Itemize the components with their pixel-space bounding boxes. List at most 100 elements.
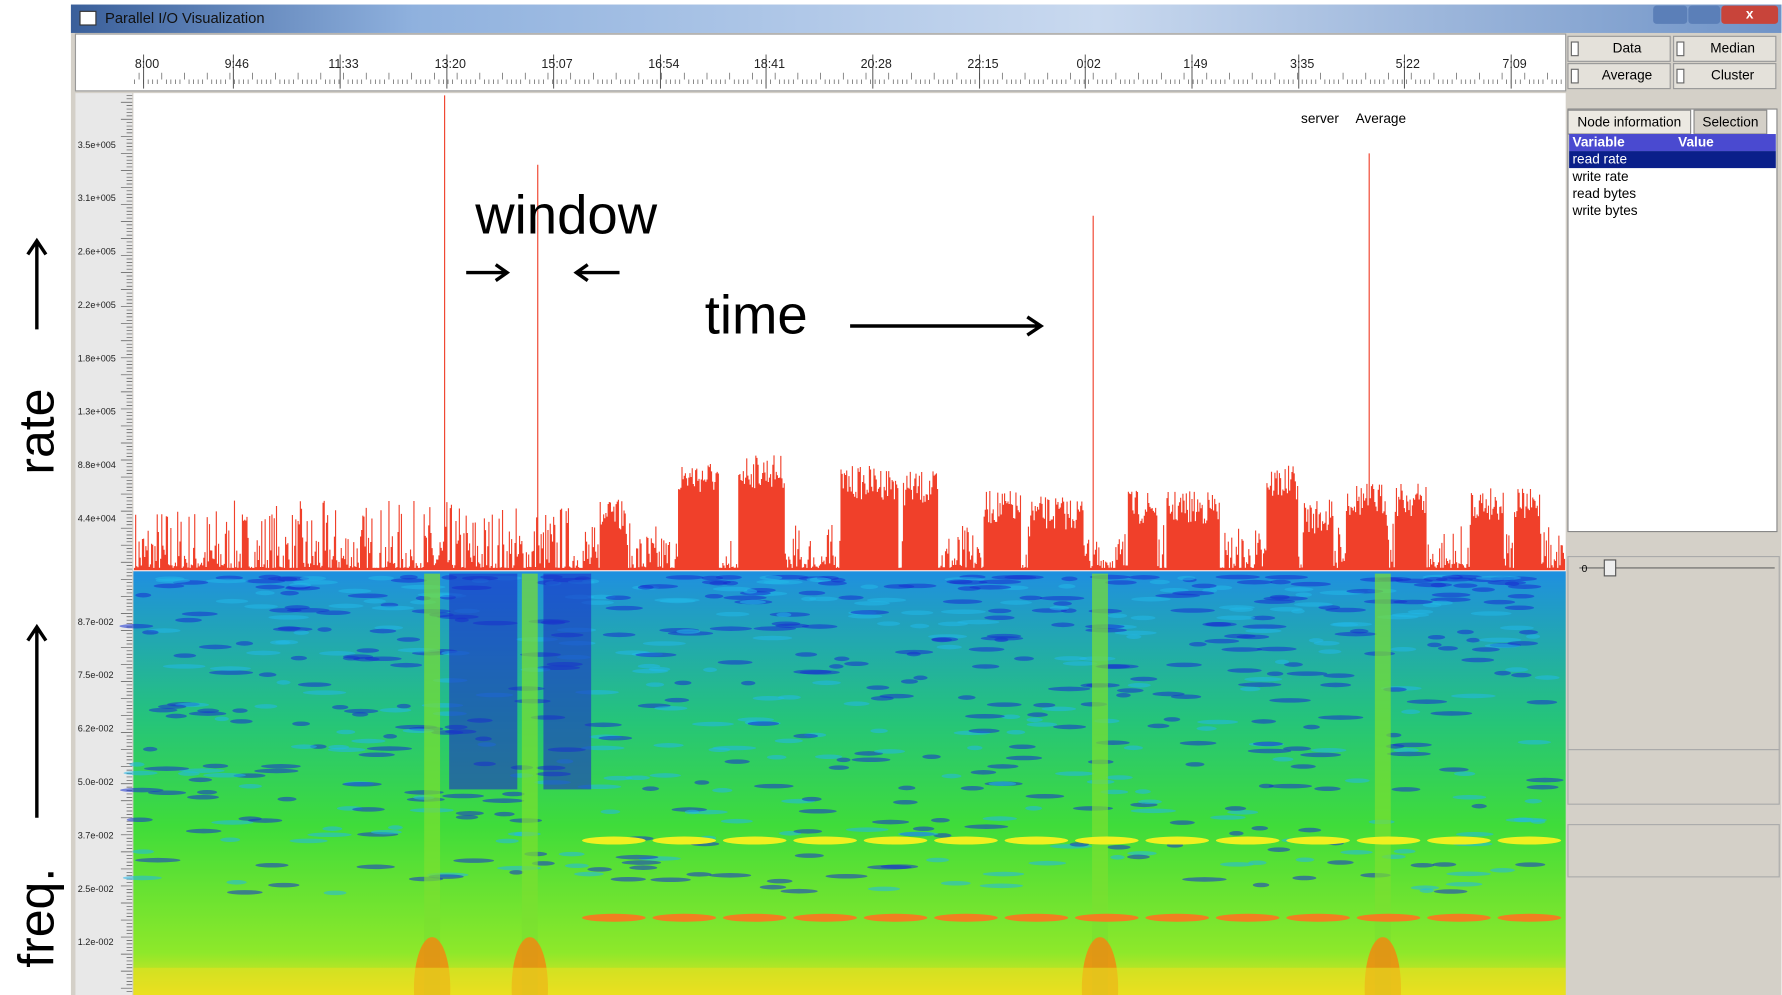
spectrogram-cell [1515,862,1545,867]
time-label: 11:33 [328,57,358,71]
spectrogram-cell [227,890,263,895]
spectrogram-cell [1442,575,1482,580]
close-icon: x [1746,6,1754,21]
spectrogram-cell [629,865,657,870]
checkbox-label: Median [1710,40,1755,55]
spectrogram-cell [988,781,1016,786]
spectrogram-cell [937,645,962,650]
spectrogram-cell [1494,671,1511,676]
spectrogram-cell [135,858,180,863]
spectrogram-cell [1029,861,1067,866]
spectrogram-cell [357,648,379,653]
time-label: 16:54 [648,57,679,71]
checkbox-label: Cluster [1711,68,1755,83]
freq-tick-label: 2.5e-002 [78,884,114,894]
spectrogram-cell [317,627,331,632]
spectrogram-cell [1210,815,1245,820]
spectrogram-cell [280,591,298,596]
spectrogram-streak [793,837,857,845]
spectrogram-cell [255,585,284,590]
spectrogram-cell [559,852,585,857]
spectrogram-cell [1166,663,1202,668]
table-row[interactable]: read bytes [1573,186,1637,201]
spectrogram-cell [1216,615,1255,620]
spectrogram-cell [255,863,288,868]
spectrogram-cell [1221,647,1262,652]
spectrogram-cell [1105,580,1137,585]
table-row[interactable]: read rate [1573,152,1628,167]
spectrogram-cell [1270,595,1290,600]
spectrogram-cell [1192,584,1217,589]
spectrogram-streak [652,914,716,922]
spectrogram-cell [839,595,864,600]
spectrogram-cell [632,669,668,674]
spectrogram-cell [1431,583,1447,588]
spectrogram-cell [273,627,313,632]
tab-label: Node information [1577,114,1681,129]
spectrogram-cell [701,576,723,581]
spectrogram-cell [1295,592,1311,597]
spectrogram-cell [1237,580,1273,585]
checkbox[interactable] [1571,42,1578,56]
spectrogram-cell [1292,876,1316,881]
spectrogram-cell [654,598,699,603]
spectrogram-cell [1323,673,1354,678]
spectrogram-cell [1294,602,1333,607]
freq-tick-label: 7.5e-002 [78,670,114,680]
spectrogram-cell [239,784,262,789]
spectrogram-cell [1185,762,1204,767]
spectrogram-streak [1357,914,1421,922]
spectrogram-cell [391,578,427,583]
spectrogram-cell [1269,784,1312,789]
spectrogram-cell [1300,753,1341,758]
table-row[interactable]: write bytes [1572,203,1638,218]
minimize-button[interactable] [1653,6,1687,24]
spectrogram-cell [380,708,412,713]
spectrogram-cell [709,581,727,586]
spectrogram-cell [1019,596,1042,601]
spectrogram-cell [1535,675,1560,680]
series-label: server [1301,111,1339,126]
maximize-button[interactable] [1688,6,1720,24]
spectrogram-cell [646,682,664,687]
spectrogram-streak [582,914,646,922]
spectrogram-cell [1476,576,1521,581]
spectrogram-cell [328,604,363,609]
spectrogram-cell [1127,855,1150,860]
spectrogram-cell [1129,575,1160,580]
spectrogram-cell [753,636,793,641]
spectrogram-cell [851,610,889,615]
slider-thumb[interactable] [1604,560,1615,576]
table-row[interactable]: write rate [1572,169,1629,184]
checkbox[interactable] [1677,42,1684,56]
spectrogram-cell [870,729,887,734]
checkbox[interactable] [1677,69,1684,83]
spectrogram-cell [922,754,940,759]
spectrogram-cell [795,853,824,858]
spectrogram-cell [763,580,802,585]
spectrogram-cell [603,633,636,638]
spectrogram-cell [388,825,403,830]
spectrogram-cell [1238,682,1281,687]
spectrogram-cell [1314,641,1340,646]
spectrogram-cell [685,810,699,815]
spectrogram-cell [1466,638,1480,643]
spectrogram-cell [261,764,301,769]
spectrogram-cell [1224,634,1255,639]
spectrogram-cell [278,577,298,582]
spectrogram-cell [1180,741,1217,746]
spectrogram-streak [723,837,787,845]
spectrogram-cell [1457,630,1474,635]
spectrogram-cell [738,717,774,722]
spectrogram-cell [1058,584,1075,589]
spectrogram-cell [1401,710,1420,715]
checkbox[interactable] [1571,69,1578,83]
spectrogram-cell [244,604,278,609]
spectrogram-cell [1291,764,1316,769]
spectrogram-cell [158,704,186,709]
spectrogram-cell [879,694,913,699]
spectrogram-cell [290,839,328,844]
spectrogram-cell [760,885,786,890]
spectrogram-cell [759,575,782,580]
axis-arrows [28,241,46,818]
